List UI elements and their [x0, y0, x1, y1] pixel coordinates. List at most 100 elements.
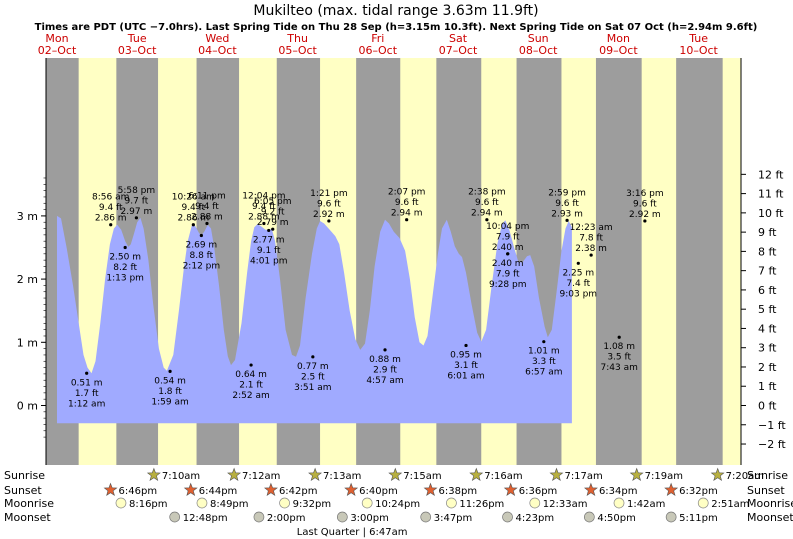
day-of-week-label: Tue — [688, 32, 708, 45]
tide-label: 7:43 am — [601, 363, 638, 373]
right-tick-label: −2 ft — [758, 438, 786, 451]
tide-label: 6:57 am — [525, 368, 562, 378]
sunset-star-icon — [583, 482, 598, 497]
tide-label: 6:05 pm — [254, 197, 292, 207]
tide-label: 2.97 m — [121, 207, 153, 217]
moonset-icon — [336, 511, 348, 523]
day-of-week-label: Thu — [286, 32, 308, 45]
date-label: 04–Oct — [198, 44, 237, 57]
sunrise-time: 7:20am — [726, 471, 764, 482]
tide-label: 2.92 m — [313, 210, 345, 220]
tide-area — [57, 215, 572, 424]
tide-label: 7.4 ft — [566, 279, 590, 289]
tide-point — [485, 218, 489, 222]
row-label-left: Moonset — [4, 511, 51, 524]
sunrise-time: 7:12am — [242, 471, 280, 482]
moonset-icon — [169, 511, 181, 523]
moonrise-time: 9:32pm — [293, 499, 332, 510]
tide-label: 7.9 ft — [496, 232, 520, 242]
moonset-icon — [502, 511, 513, 523]
tide-point — [327, 219, 331, 223]
sunrise-star-icon — [469, 467, 484, 482]
date-label: 06–Oct — [359, 44, 398, 57]
tide-label: 0.88 m — [369, 355, 401, 365]
tide-point — [542, 340, 546, 344]
tide-label: 9.4 ft — [252, 202, 276, 212]
tide-label: 2.88 m — [191, 212, 223, 222]
tide-label: 0.51 m — [71, 378, 103, 388]
tide-label: 2.40 m — [492, 243, 524, 253]
sunrise-time: 7:13am — [323, 471, 361, 482]
tide-label: 9.4 ft — [99, 203, 123, 213]
tide-label: 8.2 ft — [113, 263, 137, 273]
right-tick-label: 6 ft — [758, 284, 777, 297]
right-tick-label: 10 ft — [758, 207, 784, 220]
moonset-time: 12:48pm — [183, 513, 228, 524]
row-label-right: Sunrise — [747, 469, 788, 482]
moonrise-icon — [361, 497, 373, 509]
row-label-left: Sunrise — [4, 469, 45, 482]
day-of-week-label: Sun — [528, 32, 549, 45]
tide-label: 2:52 am — [232, 391, 269, 401]
tide-label: 3:16 pm — [626, 189, 664, 199]
tide-label: 10:26 am — [172, 193, 215, 203]
tide-label: 2.94 m — [391, 209, 423, 219]
right-tick-label: 1 ft — [758, 380, 777, 393]
moonset-time: 4:23pm — [516, 513, 555, 524]
tide-label: 10:04 pm — [486, 222, 529, 232]
tide-label: 1:13 pm — [106, 274, 144, 284]
tide-point — [271, 227, 275, 231]
left-tick-label: 0 m — [17, 400, 38, 413]
moonrise-icon — [529, 497, 541, 509]
tide-label: 12:04 pm — [242, 191, 285, 201]
moonset-time: 3:47pm — [434, 513, 473, 524]
tide-label: 2.38 m — [575, 244, 607, 254]
tide-label: 2.25 m — [562, 268, 594, 278]
tide-label: 7.8 ft — [579, 234, 603, 244]
day-of-week-label: Sat — [449, 32, 468, 45]
tide-label: 9.6 ft — [555, 199, 579, 209]
tide-label: 2.9 ft — [373, 365, 397, 375]
night-band — [676, 58, 723, 465]
right-tick-label: −1 ft — [758, 419, 786, 432]
night-band — [595, 58, 642, 465]
sunset-star-icon — [503, 482, 518, 497]
moonrise-time: 1:42am — [627, 499, 665, 510]
sunset-time: 6:38pm — [439, 486, 478, 497]
left-tick-label: 3 m — [17, 210, 38, 223]
sunset-time: 6:40pm — [359, 486, 398, 497]
tide-point — [311, 355, 315, 359]
moonrise-icon — [613, 497, 625, 509]
tide-labels: 0.51 m1.7 ft1:12 am8:56 am9.4 ft2.86 m2.… — [68, 186, 664, 409]
tide-label: 2:38 pm — [468, 188, 506, 198]
moonrise-icon — [279, 497, 290, 509]
sunset-time: 6:42pm — [279, 486, 318, 497]
row-label-right: Moonrise — [747, 497, 793, 510]
sunset-time: 6:44pm — [199, 486, 238, 497]
right-tick-label: 0 ft — [758, 400, 777, 413]
tide-label: 9:03 pm — [560, 289, 598, 299]
right-tick-label: 3 ft — [758, 342, 777, 355]
tide-label: 2.40 m — [492, 259, 524, 269]
tide-point — [134, 216, 138, 220]
tide-label: 8.8 ft — [190, 251, 214, 261]
sunset-star-icon — [263, 482, 278, 497]
right-tick-label: 4 ft — [758, 322, 777, 335]
left-tick-label: 2 m — [17, 273, 38, 286]
tide-label: 2.77 m — [253, 235, 285, 245]
moonset-icon — [253, 511, 265, 523]
tide-label: 1.01 m — [528, 347, 560, 357]
moonset-time: 2:00pm — [267, 513, 306, 524]
moonrise-icon — [196, 497, 208, 509]
tide-label: 2:12 pm — [183, 261, 221, 271]
tide-label: 3.1 ft — [454, 361, 478, 371]
date-label: 03–Oct — [118, 44, 157, 57]
moonset-time: 5:11pm — [679, 513, 718, 524]
tide-label: 2.69 m — [186, 240, 218, 250]
right-tick-label: 5 ft — [758, 303, 777, 316]
tide-label: 4:57 am — [366, 376, 403, 386]
tide-label: 1.08 m — [603, 342, 635, 352]
moonrise-time: 10:24pm — [375, 499, 420, 510]
